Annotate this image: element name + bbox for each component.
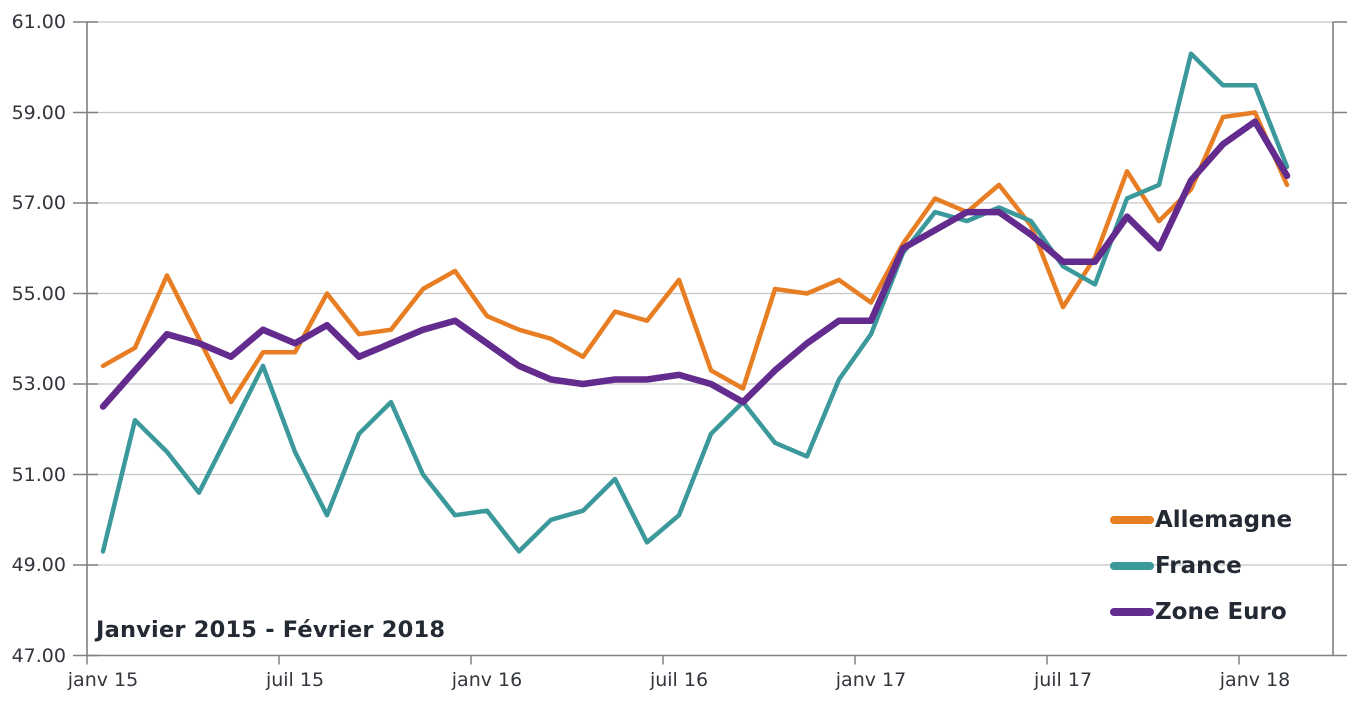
x-axis-label: juil 16: [649, 669, 709, 691]
y-axis-label: 51.00: [11, 463, 66, 486]
legend-swatch: [1110, 607, 1154, 616]
legend-item-allemagne: Allemagne: [1110, 503, 1340, 536]
x-axis-label: juil 17: [1033, 669, 1093, 691]
legend-label: France: [1155, 552, 1242, 579]
series-line-zone-euro: [99, 118, 1291, 410]
chart-annotation: Janvier 2015 - Février 2018: [96, 617, 446, 643]
x-axis-label: janv 15: [67, 669, 139, 691]
y-axis-label: 55.00: [11, 282, 66, 305]
y-axis-label: 59.00: [11, 101, 66, 124]
legend-item-france: France: [1110, 549, 1340, 582]
legend: Allemagne France Zone Euro: [1110, 503, 1340, 641]
y-axis-label: 57.00: [11, 192, 66, 214]
series-line-france: [100, 51, 1290, 554]
y-axis-label: 47.00: [11, 644, 66, 667]
x-axis-label: juil 15: [265, 669, 325, 691]
legend-label: Zone Euro: [1155, 598, 1287, 625]
x-axis-label: janv 18: [1219, 669, 1291, 691]
legend-item-zone-euro: Zone Euro: [1110, 595, 1340, 628]
legend-swatch: [1110, 561, 1154, 570]
legend-swatch: [1110, 515, 1154, 524]
series-line-allemagne: [100, 110, 1290, 405]
x-axis-label: janv 16: [451, 669, 523, 691]
y-axis-label: 61.00: [11, 11, 66, 33]
y-axis-label: 49.00: [11, 554, 66, 576]
legend-label: Allemagne: [1155, 506, 1293, 533]
x-axis-label: janv 17: [835, 669, 907, 691]
y-axis-label: 53.00: [11, 373, 66, 395]
